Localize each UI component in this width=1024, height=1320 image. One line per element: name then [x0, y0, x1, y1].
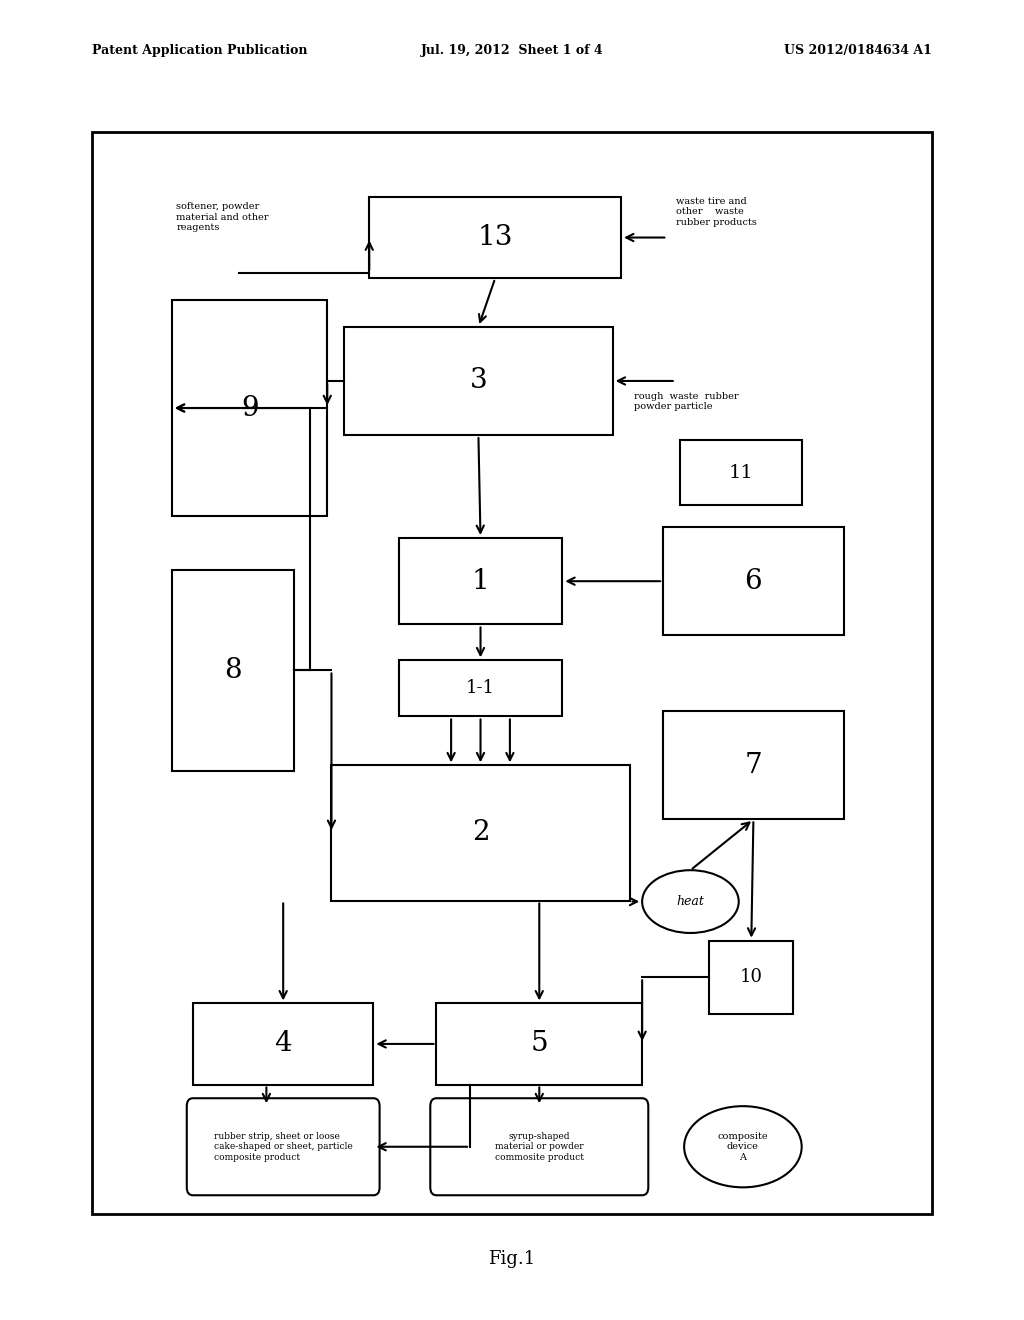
FancyBboxPatch shape [186, 1098, 380, 1196]
Text: composite
device
A: composite device A [718, 1131, 768, 1162]
Text: 10: 10 [739, 969, 763, 986]
Text: rough  waste  rubber
powder particle: rough waste rubber powder particle [634, 392, 738, 411]
FancyBboxPatch shape [332, 766, 630, 900]
Text: 2: 2 [472, 820, 489, 846]
FancyBboxPatch shape [193, 1003, 374, 1085]
Text: 11: 11 [728, 463, 754, 482]
Text: Patent Application Publication: Patent Application Publication [92, 44, 307, 57]
FancyBboxPatch shape [398, 660, 562, 717]
Ellipse shape [684, 1106, 802, 1188]
Text: softener, powder
material and other
reagents: softener, powder material and other reag… [176, 202, 268, 232]
FancyBboxPatch shape [344, 327, 612, 436]
Text: Fig.1: Fig.1 [488, 1250, 536, 1269]
Text: 8: 8 [224, 657, 242, 684]
Text: 5: 5 [530, 1031, 548, 1057]
FancyBboxPatch shape [680, 441, 802, 506]
Text: rubber strip, sheet or loose
cake-shaped or sheet, particle
composite product: rubber strip, sheet or loose cake-shaped… [214, 1131, 352, 1162]
Text: syrup-shaped
material or powder
commosite product: syrup-shaped material or powder commosit… [495, 1131, 584, 1162]
Text: 7: 7 [744, 751, 762, 779]
FancyBboxPatch shape [430, 1098, 648, 1196]
Text: 13: 13 [477, 224, 513, 251]
Text: Jul. 19, 2012  Sheet 1 of 4: Jul. 19, 2012 Sheet 1 of 4 [421, 44, 603, 57]
Text: 3: 3 [470, 367, 487, 395]
FancyBboxPatch shape [664, 527, 844, 635]
Text: 4: 4 [274, 1031, 292, 1057]
FancyBboxPatch shape [172, 570, 294, 771]
FancyBboxPatch shape [172, 300, 328, 516]
Text: waste tire and
other    waste
rubber products: waste tire and other waste rubber produc… [676, 197, 757, 227]
FancyBboxPatch shape [92, 132, 932, 1214]
Text: 1: 1 [472, 568, 489, 595]
FancyBboxPatch shape [710, 941, 794, 1014]
Text: US 2012/0184634 A1: US 2012/0184634 A1 [784, 44, 932, 57]
Text: 1-1: 1-1 [466, 680, 495, 697]
Text: heat: heat [677, 895, 705, 908]
Ellipse shape [642, 870, 738, 933]
Text: 9: 9 [241, 395, 258, 421]
FancyBboxPatch shape [436, 1003, 642, 1085]
FancyBboxPatch shape [398, 539, 562, 624]
Text: 6: 6 [744, 568, 762, 595]
FancyBboxPatch shape [664, 711, 844, 820]
FancyBboxPatch shape [370, 197, 622, 279]
